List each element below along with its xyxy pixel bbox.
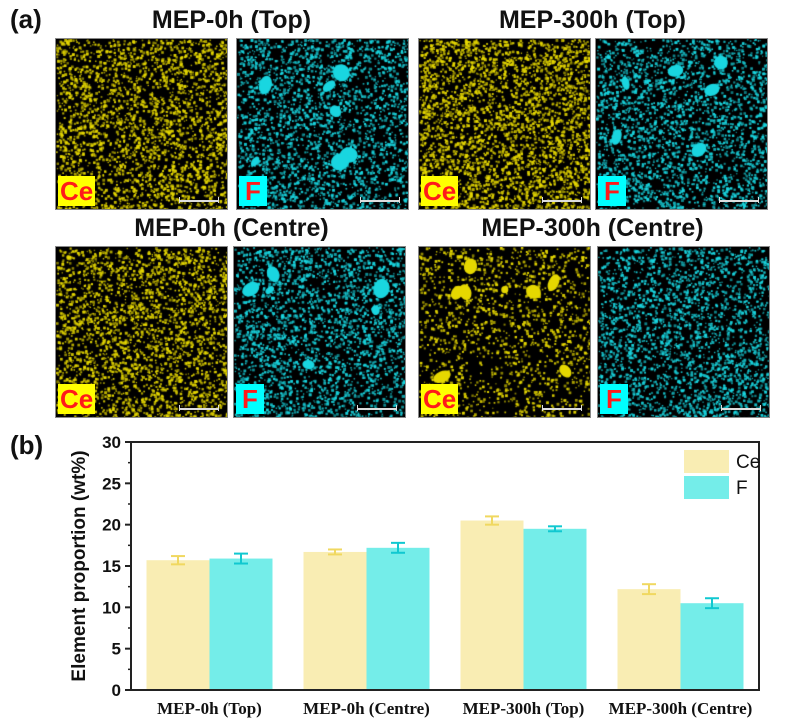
bar-f (366, 547, 430, 690)
map-title-0h-centre: MEP-0h (Centre) (134, 214, 329, 242)
scale-bar-icon (360, 197, 400, 203)
eds-map-f-300h-top: F (595, 38, 768, 210)
element-tag-f: F (598, 176, 626, 206)
scale-bar-icon (357, 405, 397, 411)
eds-map-f-0h-top: F (236, 38, 409, 210)
element-tag-f: F (236, 384, 264, 414)
x-tick-label: MEP-300h (Centre) (609, 699, 753, 718)
x-tick-label: MEP-300h (Top) (463, 699, 585, 718)
eds-map-f-300h-centre: F (597, 246, 770, 418)
y-tick-label: 0 (112, 681, 121, 700)
y-tick-label: 30 (102, 433, 121, 452)
panel-a-label: (a) (10, 4, 42, 34)
y-axis-title: Element proportion (wt%) (69, 450, 90, 681)
element-tag-ce: Ce (421, 176, 459, 206)
bar-f (209, 558, 273, 690)
eds-map-ce-300h-centre: Ce (418, 246, 591, 418)
legend-swatch-ce (684, 450, 729, 473)
legend-swatch-f (684, 476, 729, 499)
bar-ce (617, 589, 681, 690)
scale-bar-icon (719, 197, 759, 203)
error-bar-ce (328, 548, 342, 556)
y-tick-label: 10 (102, 598, 121, 617)
map-title-0h-top: MEP-0h (Top) (151, 6, 312, 34)
y-tick-label: 25 (102, 474, 121, 493)
scale-bar-icon (179, 197, 219, 203)
error-bar-f (234, 552, 248, 565)
element-tag-f: F (600, 384, 628, 414)
eds-map-ce-300h-top: Ce (418, 38, 591, 210)
error-bar-ce (171, 555, 185, 566)
error-bar-f (548, 525, 562, 533)
bar-ce (303, 551, 367, 690)
bar-ce (146, 560, 210, 690)
element-tag-ce: Ce (421, 384, 459, 414)
panel-b-label: (b) (10, 430, 44, 460)
y-tick-label: 15 (102, 557, 121, 576)
y-tick-label: 5 (112, 640, 121, 659)
bar-ce (460, 520, 524, 690)
eds-map-ce-0h-top: Ce (55, 38, 228, 210)
eds-map-ce-0h-centre: Ce (55, 246, 228, 418)
element-tag-ce: Ce (58, 176, 96, 206)
eds-map-f-0h-centre: F (233, 246, 406, 418)
element-tag-f: F (239, 176, 267, 206)
error-bar-ce (642, 583, 656, 596)
legend-label-ce: Ce (736, 452, 760, 473)
bar-chart: 0 5 10 15 20 25 30 MEP-0h (Top) MEP-0h (Centre)… (69, 433, 760, 718)
x-tick-label: MEP-0h (Centre) (303, 699, 430, 718)
map-title-300h-top: MEP-300h (Top) (498, 6, 687, 34)
bar-f (523, 528, 587, 690)
error-bar-f (705, 597, 719, 610)
legend-label-f: F (736, 478, 748, 499)
scale-bar-icon (721, 405, 761, 411)
scale-bar-icon (542, 405, 582, 411)
error-bar-ce (485, 515, 499, 526)
map-title-300h-centre: MEP-300h (Centre) (481, 214, 704, 242)
scale-bar-icon (542, 197, 582, 203)
y-tick-label: 20 (102, 516, 121, 535)
element-tag-ce: Ce (58, 384, 96, 414)
scale-bar-icon (179, 405, 219, 411)
bar-f (680, 603, 744, 690)
legend: Ce F (684, 450, 760, 499)
error-bar-f (391, 541, 405, 554)
x-tick-label: MEP-0h (Top) (157, 699, 262, 718)
